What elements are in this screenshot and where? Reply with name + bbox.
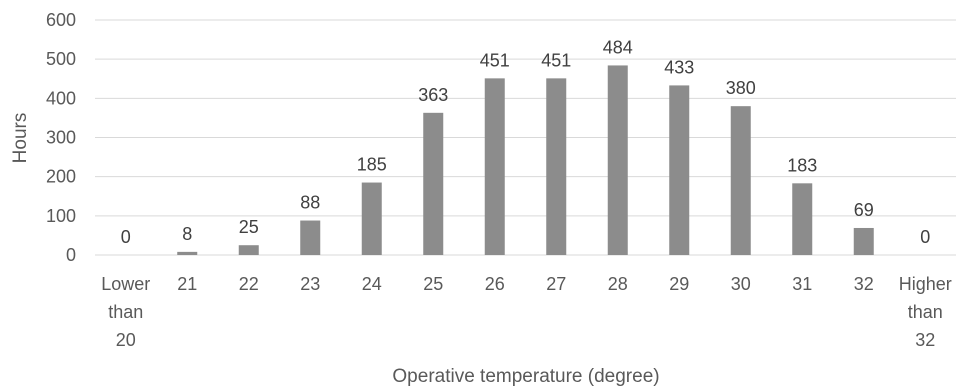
x-tick-label: 27	[546, 274, 566, 294]
x-tick-label: 26	[485, 274, 505, 294]
data-label: 25	[239, 217, 259, 237]
data-label: 380	[726, 78, 756, 98]
x-tick-label: 21	[177, 274, 197, 294]
y-tick-label: 0	[66, 245, 76, 265]
x-tick-label: Higher than 32	[899, 274, 952, 350]
y-tick-label: 300	[46, 128, 76, 148]
gridlines	[95, 19, 956, 256]
x-tick-label: 32	[854, 274, 874, 294]
data-label: 8	[182, 224, 192, 244]
y-tick-label: 600	[46, 10, 76, 30]
y-tick-label: 500	[46, 49, 76, 69]
bar	[423, 112, 444, 255]
data-label: 0	[920, 227, 930, 247]
y-axis-title: Hours	[10, 113, 31, 164]
x-tick-label: 22	[239, 274, 259, 294]
x-tick-label: 24	[362, 274, 382, 294]
bars	[177, 65, 874, 256]
x-tick-label: 31	[792, 274, 812, 294]
data-label: 0	[121, 227, 131, 247]
y-axis-ticks: 0 100 200 300 400 500 600	[46, 10, 76, 265]
data-label: 433	[664, 57, 694, 77]
data-label: 363	[418, 85, 448, 105]
data-label: 451	[480, 50, 510, 70]
bar	[484, 78, 505, 255]
bar	[792, 183, 813, 255]
x-tick-label: 23	[300, 274, 320, 294]
bar	[853, 227, 874, 255]
x-tick-label: Lower than 20	[101, 274, 150, 350]
data-label: 484	[603, 37, 633, 57]
y-tick-label: 200	[46, 167, 76, 187]
y-tick-label: 400	[46, 88, 76, 108]
data-label: 183	[787, 155, 817, 175]
bar	[300, 220, 321, 255]
x-tick-label: 28	[608, 274, 628, 294]
bar	[730, 106, 751, 256]
x-axis-title: Operative temperature (degree)	[392, 366, 659, 387]
x-tick-label: 30	[731, 274, 751, 294]
data-label: 185	[357, 155, 387, 175]
x-axis-ticks: Lower than 20 21 22 23 24 25 26 27 28 29 30 31 32 Highe…	[101, 274, 952, 350]
bar	[546, 78, 567, 255]
bar	[177, 251, 198, 255]
y-tick-label: 100	[46, 206, 76, 226]
data-label: 69	[854, 200, 874, 220]
bar	[361, 182, 382, 255]
data-label: 88	[300, 193, 320, 213]
data-labels: 0 8 25 88 185 363 451 451 484 433 380 183 69 0	[121, 37, 931, 247]
bar	[238, 245, 259, 255]
bar	[669, 85, 690, 256]
x-tick-label: 29	[669, 274, 689, 294]
x-tick-label: 25	[423, 274, 443, 294]
data-label: 451	[541, 50, 571, 70]
bar	[607, 65, 628, 255]
